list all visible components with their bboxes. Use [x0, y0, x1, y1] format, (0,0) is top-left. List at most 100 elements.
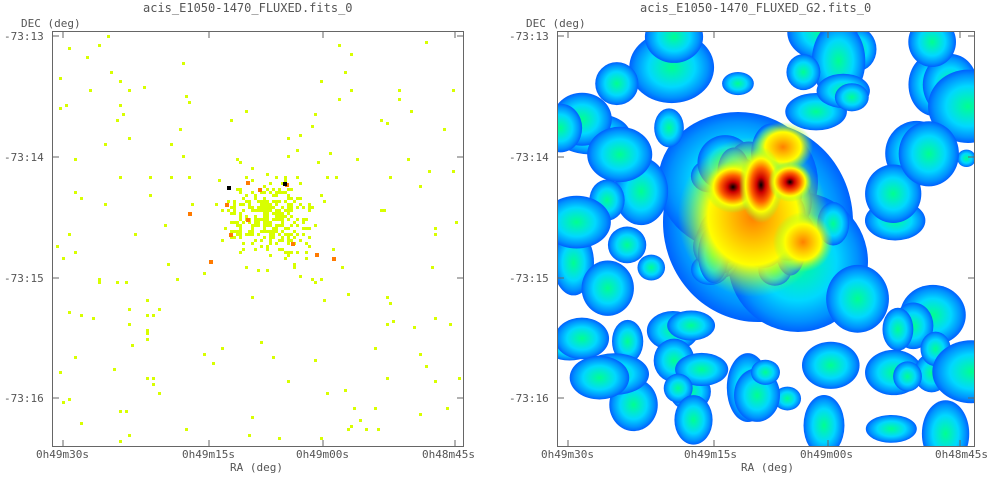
event-pixel: [254, 209, 257, 212]
event-pixel: [269, 209, 272, 212]
event-pixel: [305, 218, 308, 221]
event-pixel: [266, 188, 269, 191]
event-pixel: [434, 227, 437, 230]
event-pixel: [146, 314, 149, 317]
event-pixel: [74, 356, 77, 359]
event-pixel: [311, 206, 314, 209]
event-pixel: [128, 137, 131, 140]
event-pixel: [275, 227, 278, 230]
event-pixel: [281, 221, 284, 224]
right-y-tick-label: -73:14: [509, 151, 549, 164]
event-pixel: [251, 179, 254, 182]
event-pixel: [203, 353, 206, 356]
emission-blob: [932, 340, 974, 404]
event-pixel: [122, 113, 125, 116]
event-pixel: [248, 200, 251, 203]
left-image-frame[interactable]: [52, 31, 464, 447]
event-pixel: [245, 233, 248, 236]
event-pixel: [374, 407, 377, 410]
event-pixel: [251, 230, 254, 233]
event-pixel: [287, 194, 290, 197]
event-pixel: [242, 197, 245, 200]
hot-pixel: [246, 218, 250, 222]
event-pixel: [257, 233, 260, 236]
event-pixel: [278, 215, 281, 218]
event-pixel: [296, 149, 299, 152]
event-pixel: [287, 218, 290, 221]
event-pixel: [281, 182, 284, 185]
event-pixel: [275, 218, 278, 221]
event-pixel: [251, 416, 254, 419]
event-pixel: [314, 281, 317, 284]
emission-blob: [908, 32, 956, 68]
event-pixel: [272, 227, 275, 230]
event-pixel: [293, 236, 296, 239]
event-pixel: [284, 209, 287, 212]
event-pixel: [281, 218, 284, 221]
hot-pixel: [332, 257, 336, 261]
event-pixel: [221, 347, 224, 350]
event-pixel: [287, 203, 290, 206]
event-pixel: [347, 428, 350, 431]
event-pixel: [329, 152, 332, 155]
left-y-tick-label: -73:13: [4, 30, 44, 43]
event-pixel: [347, 293, 350, 296]
event-pixel: [263, 227, 266, 230]
right-image-frame[interactable]: [557, 31, 975, 447]
event-pixel: [188, 176, 191, 179]
event-pixel: [179, 128, 182, 131]
event-pixel: [65, 104, 68, 107]
event-pixel: [275, 203, 278, 206]
event-pixel: [365, 428, 368, 431]
hot-pixel: [229, 233, 233, 237]
event-pixel: [239, 251, 242, 254]
event-pixel: [287, 155, 290, 158]
event-pixel: [296, 197, 299, 200]
event-pixel: [290, 239, 293, 242]
event-pixel: [236, 233, 239, 236]
event-pixel: [236, 188, 239, 191]
event-pixel: [59, 371, 62, 374]
event-pixel: [281, 206, 284, 209]
event-pixel: [311, 278, 314, 281]
event-pixel: [68, 233, 71, 236]
event-pixel: [239, 212, 242, 215]
event-pixel: [299, 275, 302, 278]
event-pixel: [434, 233, 437, 236]
event-pixel: [281, 215, 284, 218]
event-pixel: [419, 413, 422, 416]
event-pixel: [119, 80, 122, 83]
right-y-tick-label: -73:15: [509, 272, 549, 285]
event-pixel: [119, 410, 122, 413]
event-pixel: [260, 239, 263, 242]
event-pixel: [275, 215, 278, 218]
event-pixel: [254, 197, 257, 200]
event-pixel: [134, 233, 137, 236]
event-pixel: [278, 209, 281, 212]
event-pixel: [146, 338, 149, 341]
event-pixel: [266, 203, 269, 206]
event-pixel: [293, 230, 296, 233]
event-pixel: [269, 221, 272, 224]
event-pixel: [284, 251, 287, 254]
event-pixel: [287, 239, 290, 242]
event-pixel: [287, 137, 290, 140]
event-pixel: [386, 122, 389, 125]
event-pixel: [221, 239, 224, 242]
event-pixel: [119, 440, 122, 443]
event-pixel: [269, 230, 272, 233]
right-x-tick-label: 0h48m45s: [935, 448, 988, 461]
emission-blob: [587, 126, 653, 183]
event-pixel: [224, 227, 227, 230]
event-pixel: [266, 173, 269, 176]
event-pixel: [245, 194, 248, 197]
event-pixel: [74, 191, 77, 194]
event-pixel: [296, 206, 299, 209]
event-pixel: [287, 206, 290, 209]
right-x-axis-label: RA (deg): [741, 461, 794, 474]
event-pixel: [290, 224, 293, 227]
event-pixel: [293, 263, 296, 266]
event-pixel: [263, 209, 266, 212]
event-pixel: [62, 257, 65, 260]
emission-blob: [834, 83, 869, 112]
